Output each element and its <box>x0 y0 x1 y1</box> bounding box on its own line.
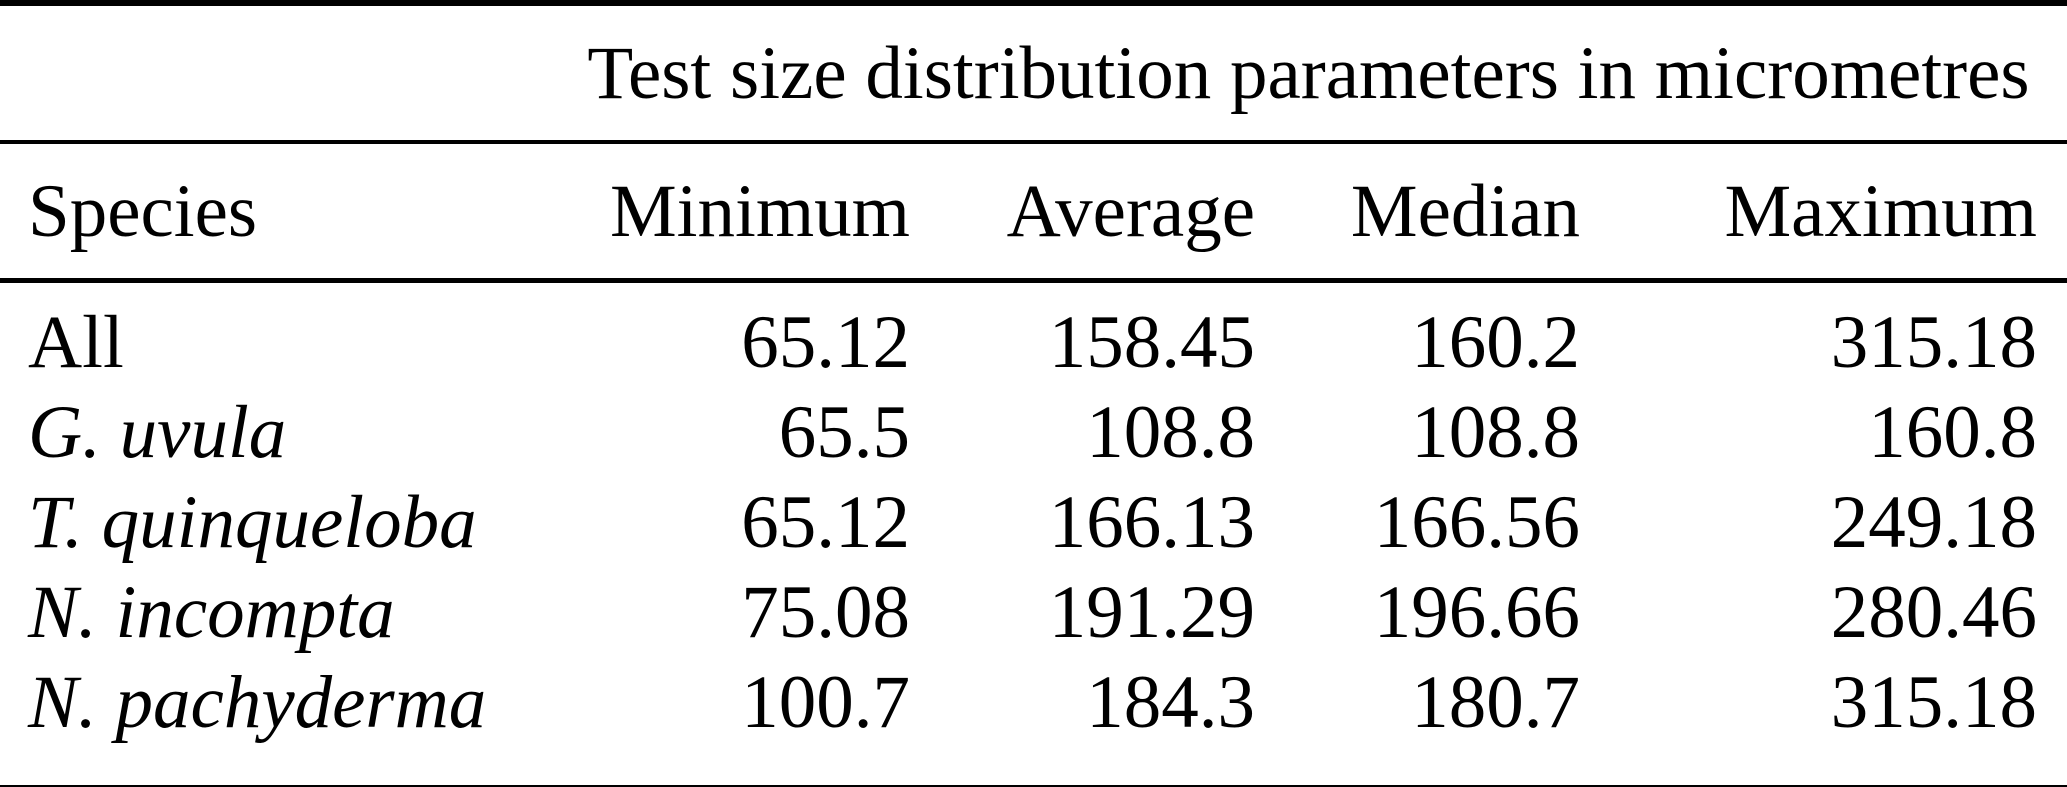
minimum-cell: 65.12 <box>741 300 910 384</box>
average-cell: 184.3 <box>1086 660 1255 744</box>
minimum-cell: 75.08 <box>741 570 910 654</box>
median-cell: 166.56 <box>1373 480 1580 564</box>
median-cell: 180.7 <box>1411 660 1580 744</box>
title-row-spacer <box>0 3 580 144</box>
table-row-n-incompta: N. incompta 75.08 191.29 196.66 280.46 <box>0 567 2067 657</box>
median-cell: 108.8 <box>1411 390 1580 474</box>
table-title-row: Test size distribution parameters in mic… <box>0 3 2067 144</box>
median-cell: 160.2 <box>1411 300 1580 384</box>
table-row-all: All 65.12 158.45 160.2 315.18 <box>0 281 2067 388</box>
column-header-average: Average <box>910 142 1255 283</box>
table-header-row: Species Minimum Average Median Maximum <box>0 142 2067 283</box>
column-header-minimum: Minimum <box>580 142 910 283</box>
maximum-cell: 160.8 <box>1868 390 2037 474</box>
species-cell: N. pachyderma <box>28 660 487 744</box>
maximum-cell: 315.18 <box>1830 300 2037 384</box>
table-row-g-uvula: G. uvula 65.5 108.8 108.8 160.8 <box>0 387 2067 477</box>
table-row-t-quinqueloba: T. quinqueloba 65.12 166.13 166.56 249.1… <box>0 477 2067 567</box>
column-header-maximum: Maximum <box>1580 142 2067 283</box>
average-cell: 191.29 <box>1048 570 1255 654</box>
maximum-cell: 249.18 <box>1830 480 2037 564</box>
average-cell: 158.45 <box>1048 300 1255 384</box>
species-cell: T. quinqueloba <box>28 480 477 564</box>
column-header-median: Median <box>1255 142 1580 283</box>
table-row-n-pachyderma: N. pachyderma 100.7 184.3 180.7 315.18 <box>0 657 2067 787</box>
minimum-cell: 65.12 <box>741 480 910 564</box>
species-cell: N. incompta <box>28 570 395 654</box>
minimum-cell: 65.5 <box>778 390 910 474</box>
median-cell: 196.66 <box>1373 570 1580 654</box>
species-cell: G. uvula <box>28 390 287 474</box>
maximum-cell: 280.46 <box>1830 570 2037 654</box>
maximum-cell: 315.18 <box>1830 660 2037 744</box>
minimum-cell: 100.7 <box>741 660 910 744</box>
column-header-species: Species <box>0 142 580 283</box>
table-title: Test size distribution parameters in mic… <box>580 3 2067 144</box>
species-cell: All <box>28 300 124 384</box>
average-cell: 108.8 <box>1086 390 1255 474</box>
average-cell: 166.13 <box>1048 480 1255 564</box>
